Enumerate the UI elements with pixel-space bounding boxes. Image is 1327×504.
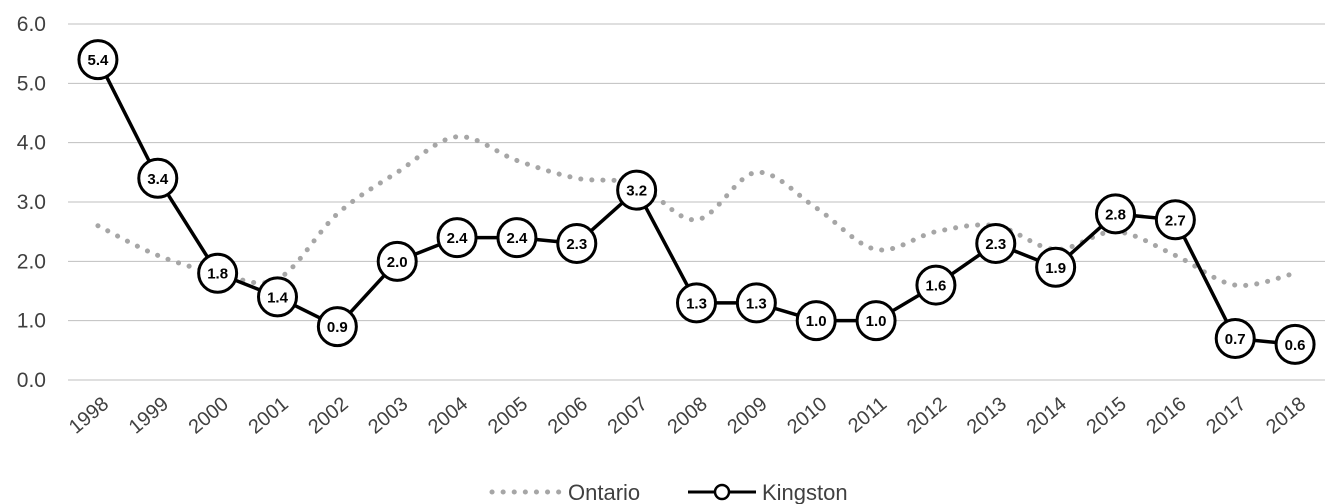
x-tick-label: 2012 <box>903 393 951 438</box>
kingston-data-label: 0.9 <box>327 319 348 336</box>
y-axis-ticks: 0.0 1.0 2.0 3.0 4.0 5.0 6.0 <box>17 13 46 392</box>
kingston-data-label: 1.3 <box>746 295 767 312</box>
kingston-data-label: 1.0 <box>866 313 887 330</box>
kingston-data-label: 1.9 <box>1045 260 1066 277</box>
x-tick-label: 2016 <box>1142 393 1190 438</box>
x-tick-label: 2001 <box>244 393 292 438</box>
kingston-data-label: 2.8 <box>1105 206 1126 223</box>
y-tick-label: 1.0 <box>17 310 46 333</box>
kingston-data-label: 1.6 <box>925 278 946 295</box>
kingston-data-label: 3.2 <box>626 183 647 200</box>
kingston-data-label: 1.3 <box>686 295 707 312</box>
kingston-data-label: 0.7 <box>1225 331 1246 348</box>
x-tick-label: 2013 <box>963 393 1011 438</box>
x-tick-label: 1999 <box>125 393 173 438</box>
kingston-data-label: 0.6 <box>1285 337 1306 354</box>
x-tick-label: 1998 <box>65 393 113 438</box>
kingston-data-label: 1.8 <box>207 266 228 283</box>
kingston-data-label: 1.0 <box>806 313 827 330</box>
x-tick-label: 2002 <box>304 393 352 438</box>
x-tick-label: 2000 <box>185 393 233 438</box>
x-tick-label: 2014 <box>1023 393 1071 438</box>
y-tick-label: 0.0 <box>17 369 46 392</box>
x-tick-label: 2009 <box>723 393 771 438</box>
x-tick-label: 2004 <box>424 393 472 438</box>
x-tick-label: 2011 <box>844 393 891 438</box>
x-tick-label: 2008 <box>663 393 711 438</box>
x-tick-label: 2006 <box>544 393 592 438</box>
y-tick-label: 5.0 <box>17 72 46 95</box>
legend-kingston-marker <box>715 485 729 499</box>
kingston-data-label: 1.4 <box>267 289 289 306</box>
kingston-data-label: 3.4 <box>147 171 169 188</box>
x-axis-ticks: 1998 1999 2000 2001 2002 2003 2004 2005 2006 2007… <box>65 393 1310 438</box>
x-tick-label: 2017 <box>1202 393 1250 438</box>
kingston-data-label: 2.4 <box>447 230 469 247</box>
kingston-data-label: 5.4 <box>87 52 109 69</box>
gridlines <box>68 24 1325 380</box>
legend-ontario-label: Ontario <box>568 480 640 504</box>
y-tick-label: 3.0 <box>17 191 46 214</box>
y-tick-label: 4.0 <box>17 132 46 155</box>
x-tick-label: 2018 <box>1262 393 1310 438</box>
y-tick-label: 6.0 <box>17 13 46 36</box>
kingston-data-label: 2.3 <box>985 236 1006 253</box>
x-tick-label: 2003 <box>364 393 412 438</box>
x-tick-label: 2005 <box>484 393 532 438</box>
legend: Ontario Kingston <box>492 480 848 504</box>
legend-kingston-label: Kingston <box>762 480 848 504</box>
y-tick-label: 2.0 <box>17 250 46 273</box>
x-tick-label: 2007 <box>604 393 652 438</box>
kingston-data-label: 2.3 <box>566 236 587 253</box>
x-tick-label: 2015 <box>1082 393 1130 438</box>
kingston-data-label: 2.7 <box>1165 212 1186 229</box>
kingston-data-label: 2.0 <box>387 254 408 271</box>
x-tick-label: 2010 <box>783 393 831 438</box>
kingston-data-label: 2.4 <box>506 230 528 247</box>
